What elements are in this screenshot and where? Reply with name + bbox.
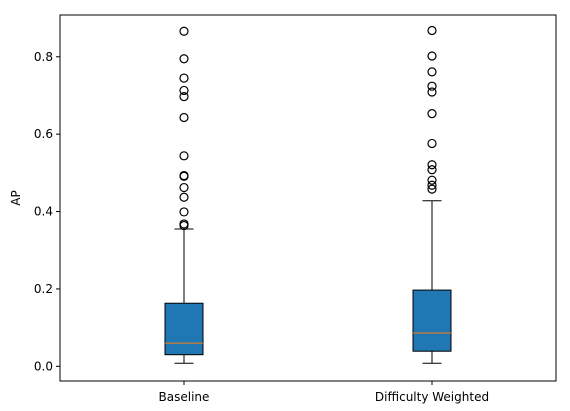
y-axis-label: AP (9, 190, 23, 205)
outlier-point (427, 165, 437, 175)
axes-frame (59, 14, 557, 382)
outlier-point (427, 67, 437, 77)
outlier-point (179, 73, 189, 83)
outlier-point (179, 85, 189, 96)
outlier-point (179, 54, 189, 64)
outlier-point (427, 160, 437, 170)
y-tick-label: 0.6 (34, 127, 53, 141)
outlier-point (427, 180, 437, 190)
box-group (412, 25, 452, 364)
outlier-point (427, 51, 437, 61)
outlier-point (427, 109, 437, 119)
outlier-point (179, 220, 189, 231)
y-axis: 0.0 0.2 0.4 0.6 0.8 (34, 50, 60, 373)
outlier-point (179, 171, 189, 181)
outlier-point (179, 207, 189, 217)
outlier-point (179, 112, 189, 123)
box-group (164, 26, 204, 364)
outlier-point (179, 192, 189, 202)
outlier-point (427, 87, 437, 97)
outlier-point (427, 138, 437, 149)
outlier-point (427, 184, 437, 194)
outlier-point (179, 92, 189, 102)
iqr-box (412, 289, 452, 352)
outlier-point (179, 151, 189, 161)
x-tick-label: Baseline (159, 390, 210, 404)
y-tick-label: 0.0 (34, 359, 53, 373)
outlier-point (427, 175, 437, 185)
y-tick-label: 0.8 (34, 50, 53, 64)
outlier-point (179, 182, 189, 193)
marks-layer (164, 25, 452, 364)
outlier-point (179, 26, 189, 36)
y-tick-label: 0.2 (34, 282, 53, 296)
x-axis: Baseline Difficulty Weighted (159, 381, 489, 404)
y-tick-label: 0.4 (34, 205, 53, 219)
outlier-point (427, 25, 437, 36)
outlier-point (427, 81, 437, 91)
x-tick-label: Difficulty Weighted (375, 390, 489, 404)
iqr-box (164, 302, 204, 356)
